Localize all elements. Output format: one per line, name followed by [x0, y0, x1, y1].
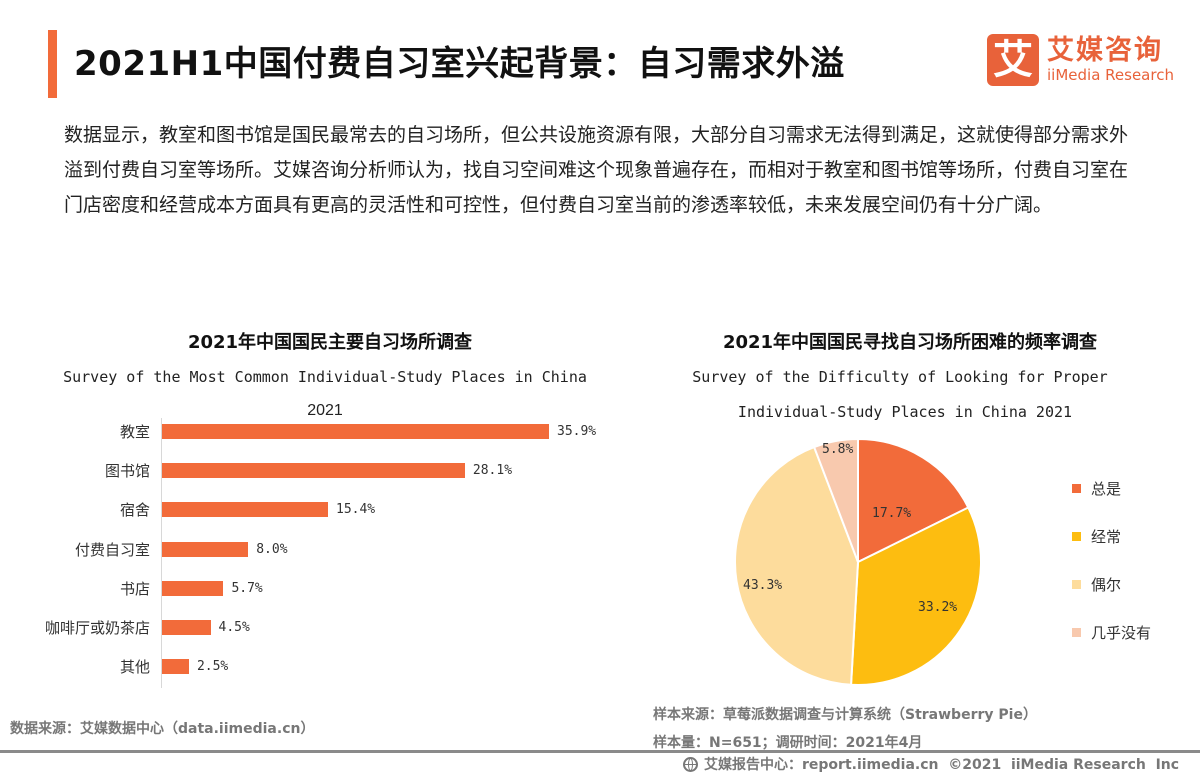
- bar-value-label: 15.4%: [336, 502, 376, 518]
- bar-chart-subtitle: Survey of the Most Common Individual-Stu…: [63, 368, 587, 386]
- pie-chart: [734, 437, 982, 686]
- bar-category-label: 图书馆: [104, 462, 150, 481]
- bar: [162, 424, 549, 439]
- pie-slice: [849, 506, 982, 686]
- bar-value-label: 2.5%: [196, 659, 229, 675]
- bar-chart-axis: [161, 418, 162, 688]
- bar: [162, 502, 328, 518]
- legend-label: 几乎没有: [1091, 623, 1152, 642]
- footer-divider: [0, 750, 1200, 753]
- bar-row: 付费自习室 8.0%: [0, 540, 1200, 560]
- pie-slice: [734, 445, 860, 686]
- legend-swatch-icon: [1072, 579, 1081, 589]
- pie-value-label: 17.7%: [872, 506, 912, 521]
- bar-value-label: 5.7%: [231, 580, 263, 596]
- pie-slice: [857, 437, 970, 564]
- bar-row: 咖啡厅或奶茶店 4.5%: [0, 618, 1200, 638]
- pie-value-label: 5.8%: [822, 442, 854, 457]
- bar: [162, 620, 211, 635]
- bar-row: 其他 2.5%: [0, 657, 1200, 677]
- bar: [162, 463, 465, 479]
- bar-value-label: 35.9%: [557, 424, 597, 439]
- sample-source-note: 样本来源：草莓派数据调查与计算系统（Strawberry Pie）: [653, 707, 1037, 723]
- pie-chart-title: 2021年中国国民寻找自习场所困难的频率调查: [722, 332, 1098, 353]
- legend-item: 几乎没有: [1072, 622, 1151, 642]
- footer: 艾媒报告中心：report.iimedia.cn ©2021 iiMedia R…: [683, 754, 1179, 774]
- bar-category-label: 付费自习室: [74, 540, 150, 559]
- bar-value-label: 28.1%: [472, 463, 513, 479]
- bar-chart-title: 2021年中国国民主要自习场所调查: [187, 332, 473, 353]
- bar: [162, 541, 249, 557]
- bar-value-label: 4.5%: [218, 620, 250, 635]
- pie-legend: 总是经常偶尔几乎没有: [1072, 478, 1151, 670]
- legend-swatch-icon: [1072, 531, 1081, 541]
- intro-paragraph: 数据显示，教室和图书馆是国民最常去的自习场所，但公共设施资源有限，大部分自习需求…: [64, 124, 1129, 216]
- logo-cn-text: 艾媒咨询: [1047, 35, 1163, 66]
- logo-mark-icon: 艾: [987, 34, 1039, 86]
- page-title: 2021H1中国付费自习室兴起背景：自习需求外溢: [74, 44, 845, 84]
- legend-label: 经常: [1091, 527, 1122, 546]
- legend-label: 偶尔: [1091, 575, 1122, 594]
- legend-label: 总是: [1091, 479, 1122, 498]
- pie-value-label: 33.2%: [918, 600, 958, 615]
- pie-slice: [812, 437, 859, 563]
- bar-chart-series-label: 2021: [307, 402, 343, 419]
- bar-category-label: 其他: [119, 658, 150, 677]
- legend-item: 经常: [1072, 526, 1151, 546]
- bar-row: 图书馆 28.1%: [0, 461, 1200, 481]
- bar: [162, 580, 224, 596]
- legend-swatch-icon: [1072, 627, 1081, 637]
- pie-chart-subtitle-line2: Individual-Study Places in China 2021: [737, 403, 1073, 421]
- legend-item: 偶尔: [1072, 574, 1151, 594]
- bar: [162, 659, 189, 675]
- pie-chart-subtitle-line1: Survey of the Difficulty of Looking for …: [692, 368, 1108, 386]
- pie-value-label: 43.3%: [743, 578, 783, 593]
- bar-row: 宿舍 15.4%: [0, 500, 1200, 520]
- bar-category-label: 书店: [119, 579, 150, 598]
- legend-swatch-icon: [1072, 483, 1081, 493]
- logo-en-text: iiMedia Research: [1047, 66, 1174, 84]
- title-accent-bar: [48, 30, 57, 98]
- bar-row: 书店 5.7%: [0, 579, 1200, 599]
- footer-text: 艾媒报告中心：report.iimedia.cn ©2021 iiMedia R…: [704, 757, 1180, 773]
- globe-icon: [683, 756, 698, 772]
- brand-logo: 艾 艾媒咨询 iiMedia Research: [987, 34, 1174, 86]
- bar-value-label: 8.0%: [256, 541, 288, 557]
- bar-category-label: 咖啡厅或奶茶店: [44, 619, 150, 637]
- bar-category-label: 宿舍: [119, 501, 150, 520]
- legend-item: 总是: [1072, 478, 1151, 498]
- bar-category-label: 教室: [119, 423, 150, 441]
- data-source-note: 数据来源：艾媒数据中心（data.iimedia.cn）: [10, 721, 315, 737]
- sample-size-note: 样本量：N=651；调研时间：2021年4月: [653, 735, 923, 751]
- bar-row: 教室 35.9%: [0, 422, 1200, 442]
